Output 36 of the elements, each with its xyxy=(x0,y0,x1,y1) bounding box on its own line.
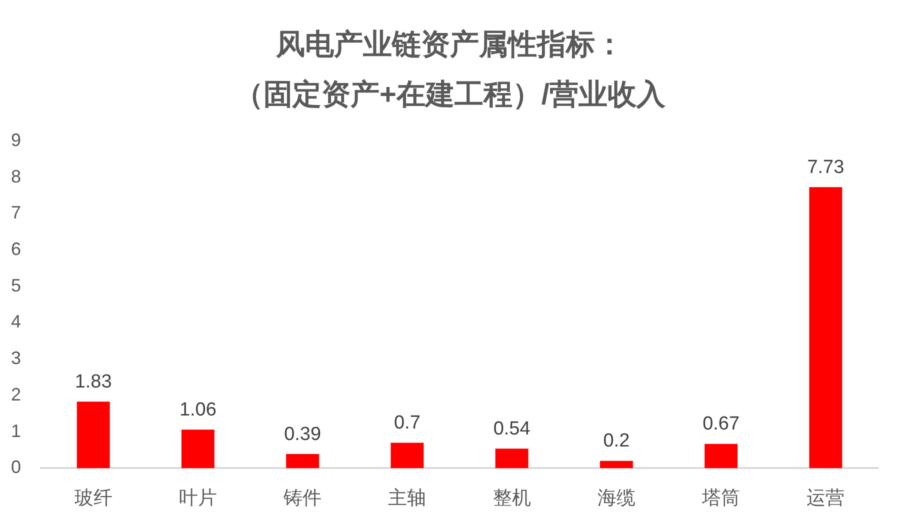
data-label: 1.06 xyxy=(179,399,216,420)
x-tick-label: 玻纤 xyxy=(74,488,112,509)
bar xyxy=(809,187,842,468)
y-tick-label: 4 xyxy=(10,312,22,332)
y-tick-label: 1 xyxy=(10,420,22,441)
y-tick-label: 3 xyxy=(10,348,22,368)
x-tick-label: 整机 xyxy=(492,488,531,509)
bar xyxy=(600,460,633,468)
chart-title: 风电产业链资产属性指标： xyxy=(274,28,625,63)
bar xyxy=(181,430,214,468)
x-tick-label: 铸件 xyxy=(282,488,322,509)
chart-subtitle: （固定资产+在建工程）/营业收入 xyxy=(234,78,666,113)
data-label: 7.73 xyxy=(807,156,844,178)
x-tick-label: 主轴 xyxy=(388,486,426,509)
bar xyxy=(76,402,110,468)
data-label: 0.7 xyxy=(394,412,420,434)
data-label: 0.39 xyxy=(284,424,322,445)
x-tick-label: 海缆 xyxy=(597,488,636,509)
y-tick-label: 0 xyxy=(10,457,22,478)
x-tick-label: 运营 xyxy=(806,488,845,509)
bar xyxy=(495,448,528,468)
x-tick-label: 叶片 xyxy=(178,488,217,509)
x-tick-label: 塔筒 xyxy=(701,488,740,509)
data-label: 0.67 xyxy=(702,414,740,435)
y-tick-label: 7 xyxy=(10,202,22,223)
bar xyxy=(390,442,424,468)
y-tick-label: 2 xyxy=(10,384,22,404)
data-label: 0.2 xyxy=(603,430,630,452)
y-tick-label: 8 xyxy=(10,166,22,186)
data-label: 0.54 xyxy=(493,418,531,440)
y-tick-label: 5 xyxy=(10,275,22,296)
data-label: 1.83 xyxy=(74,371,112,392)
y-tick-label: 6 xyxy=(10,239,22,260)
bar xyxy=(286,454,320,468)
y-tick-label: 9 xyxy=(10,130,22,150)
bar xyxy=(704,444,738,468)
